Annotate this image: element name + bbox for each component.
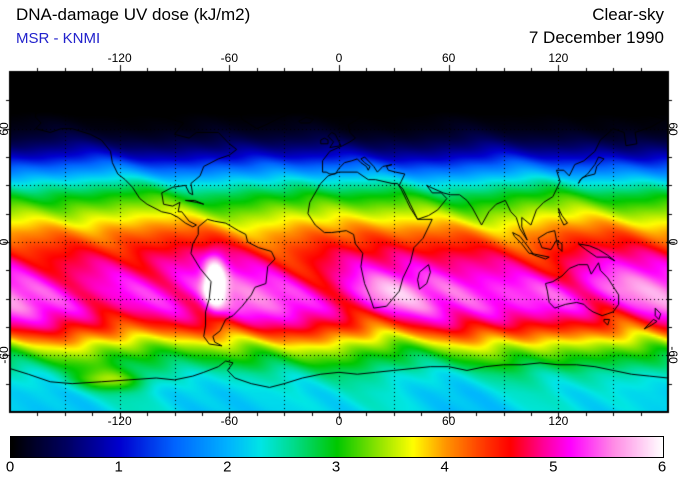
colorbar-tick-label: 5 xyxy=(549,458,558,476)
sky-condition-label: Clear-sky xyxy=(592,5,664,24)
colorbar xyxy=(10,436,664,458)
lat-tick-label-left: -60 xyxy=(0,346,11,364)
colorbar-tick-label: 1 xyxy=(114,458,123,476)
lon-tick-label-bottom: 120 xyxy=(548,414,569,428)
lon-tick-label-bottom: -60 xyxy=(220,414,238,428)
lon-tick-label-top: -60 xyxy=(220,51,238,65)
lon-tick-label-top: 120 xyxy=(548,51,569,65)
colorbar-tick-label: 3 xyxy=(331,458,341,476)
page-title: DNA-damage UV dose (kJ/m2) xyxy=(16,5,251,24)
lat-tick-label-left: 0 xyxy=(0,239,11,246)
lon-tick-label-top: 60 xyxy=(441,51,456,65)
colorbar-tick-label: 2 xyxy=(223,458,232,476)
lon-tick-label-bottom: -120 xyxy=(107,414,132,428)
lon-tick-label-bottom: 0 xyxy=(335,414,343,428)
uv-dose-world-map xyxy=(0,64,678,420)
lat-tick-label-right: 0 xyxy=(666,239,678,246)
colorbar-tick-label: 0 xyxy=(5,458,15,476)
lon-tick-label-bottom: 60 xyxy=(441,414,456,428)
colorbar-tick-label: 6 xyxy=(657,458,667,476)
source-label: MSR - KNMI xyxy=(16,30,101,47)
lon-tick-label-top: -120 xyxy=(107,51,132,65)
colorbar-tick-label: 4 xyxy=(440,458,449,476)
lat-tick-label-right: -60 xyxy=(666,346,678,364)
date-label: 7 December 1990 xyxy=(528,28,664,47)
lon-tick-label-top: 0 xyxy=(335,51,343,65)
lat-tick-label-left: 60 xyxy=(0,121,11,136)
lat-tick-label-right: 60 xyxy=(666,121,678,136)
